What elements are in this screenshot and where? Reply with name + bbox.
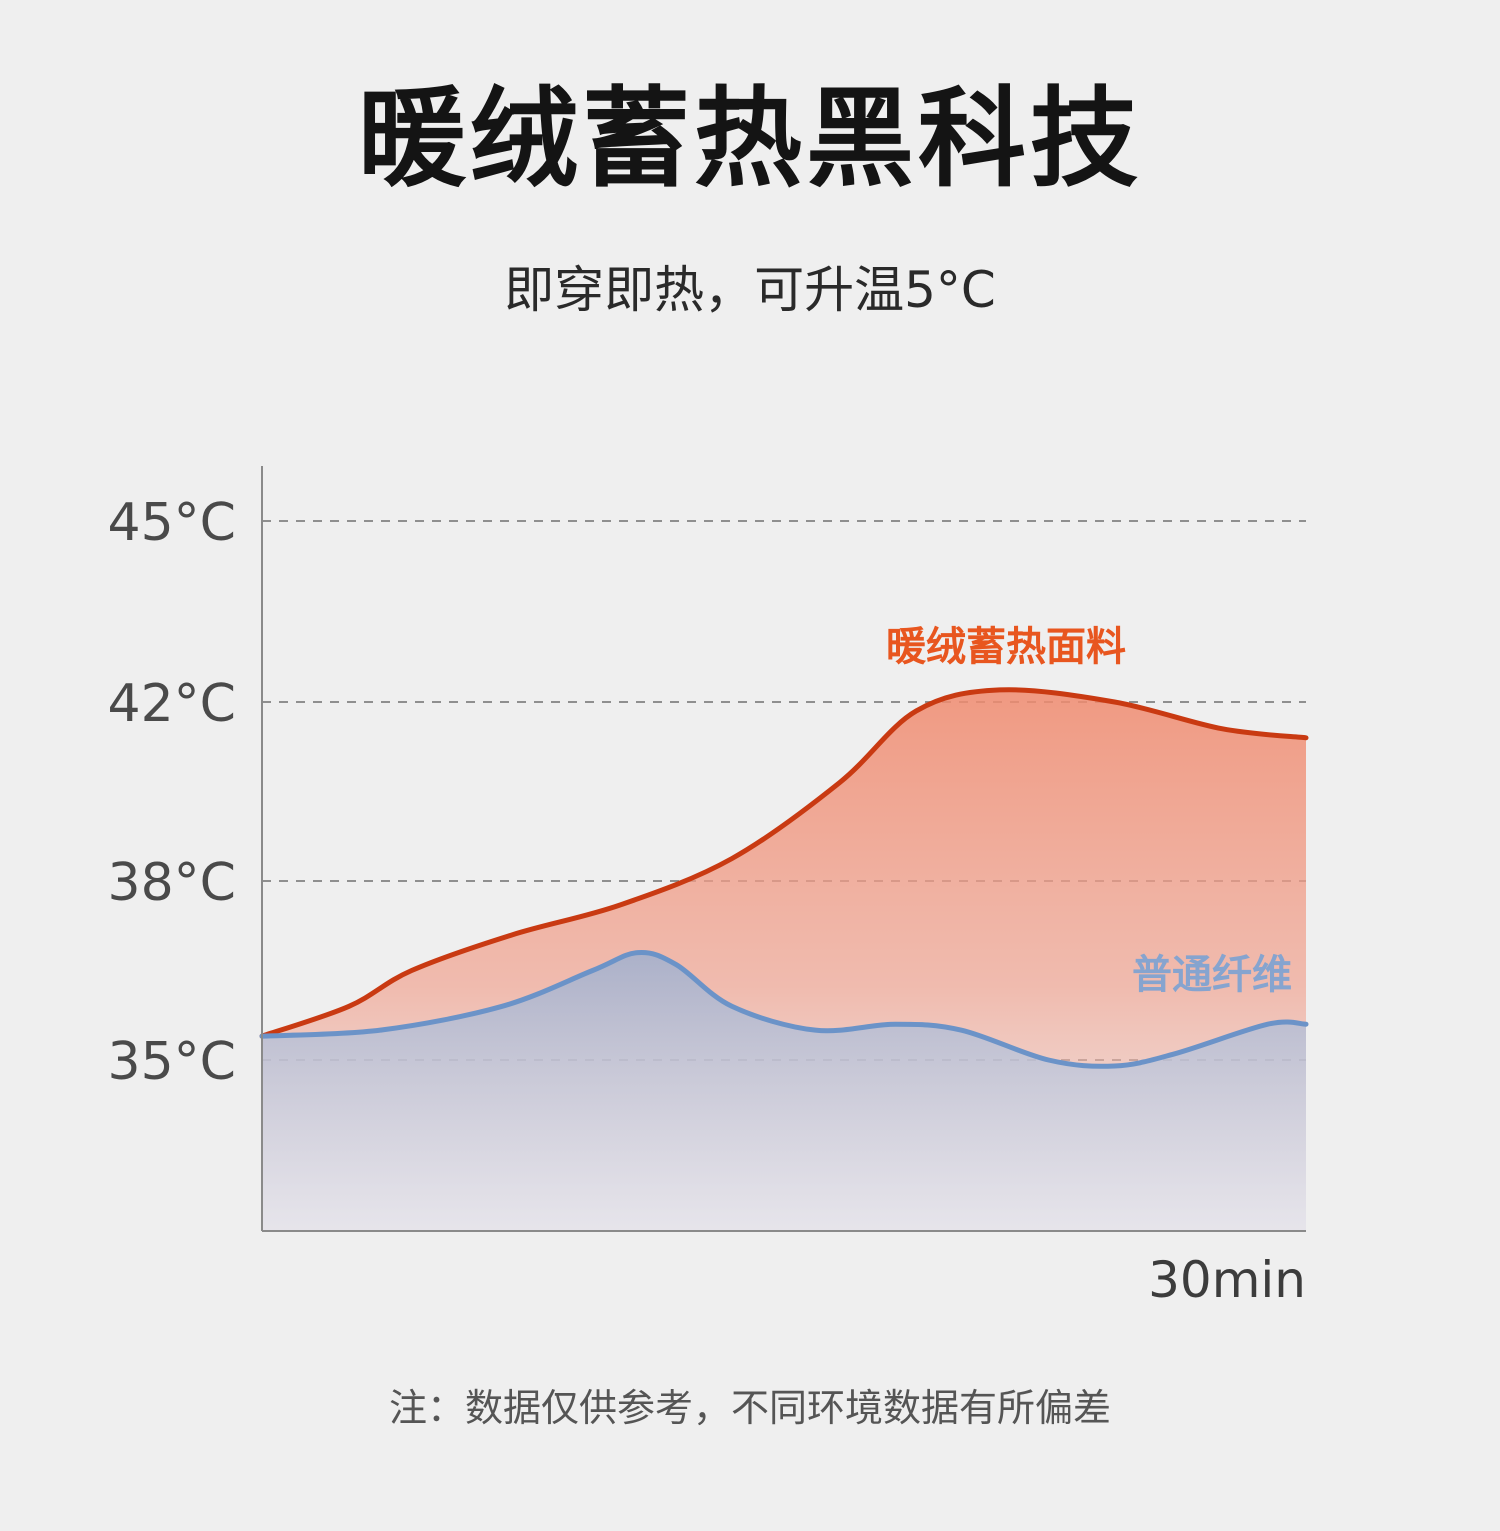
- y-tick-label: 38°C: [108, 853, 236, 913]
- subtitle: 即穿即热，可升温5°C: [504, 261, 996, 319]
- area-fills: [262, 689, 1306, 1231]
- x-tick-label-end: 30min: [1148, 1251, 1306, 1309]
- series-line-warm: [259, 687, 1309, 1039]
- series-label-warm: 暖绒蓄热面料: [886, 624, 1126, 670]
- y-tick-label: 35°C: [108, 1032, 236, 1092]
- disclaimer-note: 注：数据仅供参考，不同环境数据有所偏差: [388, 1386, 1111, 1430]
- page-title: 暖绒蓄热黑科技: [357, 77, 1142, 202]
- series-line-normal: [259, 949, 1309, 1069]
- y-tick-label: 45°C: [108, 493, 236, 553]
- area-normal: [262, 952, 1306, 1231]
- series-lines: [259, 687, 1309, 1069]
- series-label-normal: 普通纤维: [1132, 952, 1292, 998]
- y-tick-label: 42°C: [108, 674, 236, 734]
